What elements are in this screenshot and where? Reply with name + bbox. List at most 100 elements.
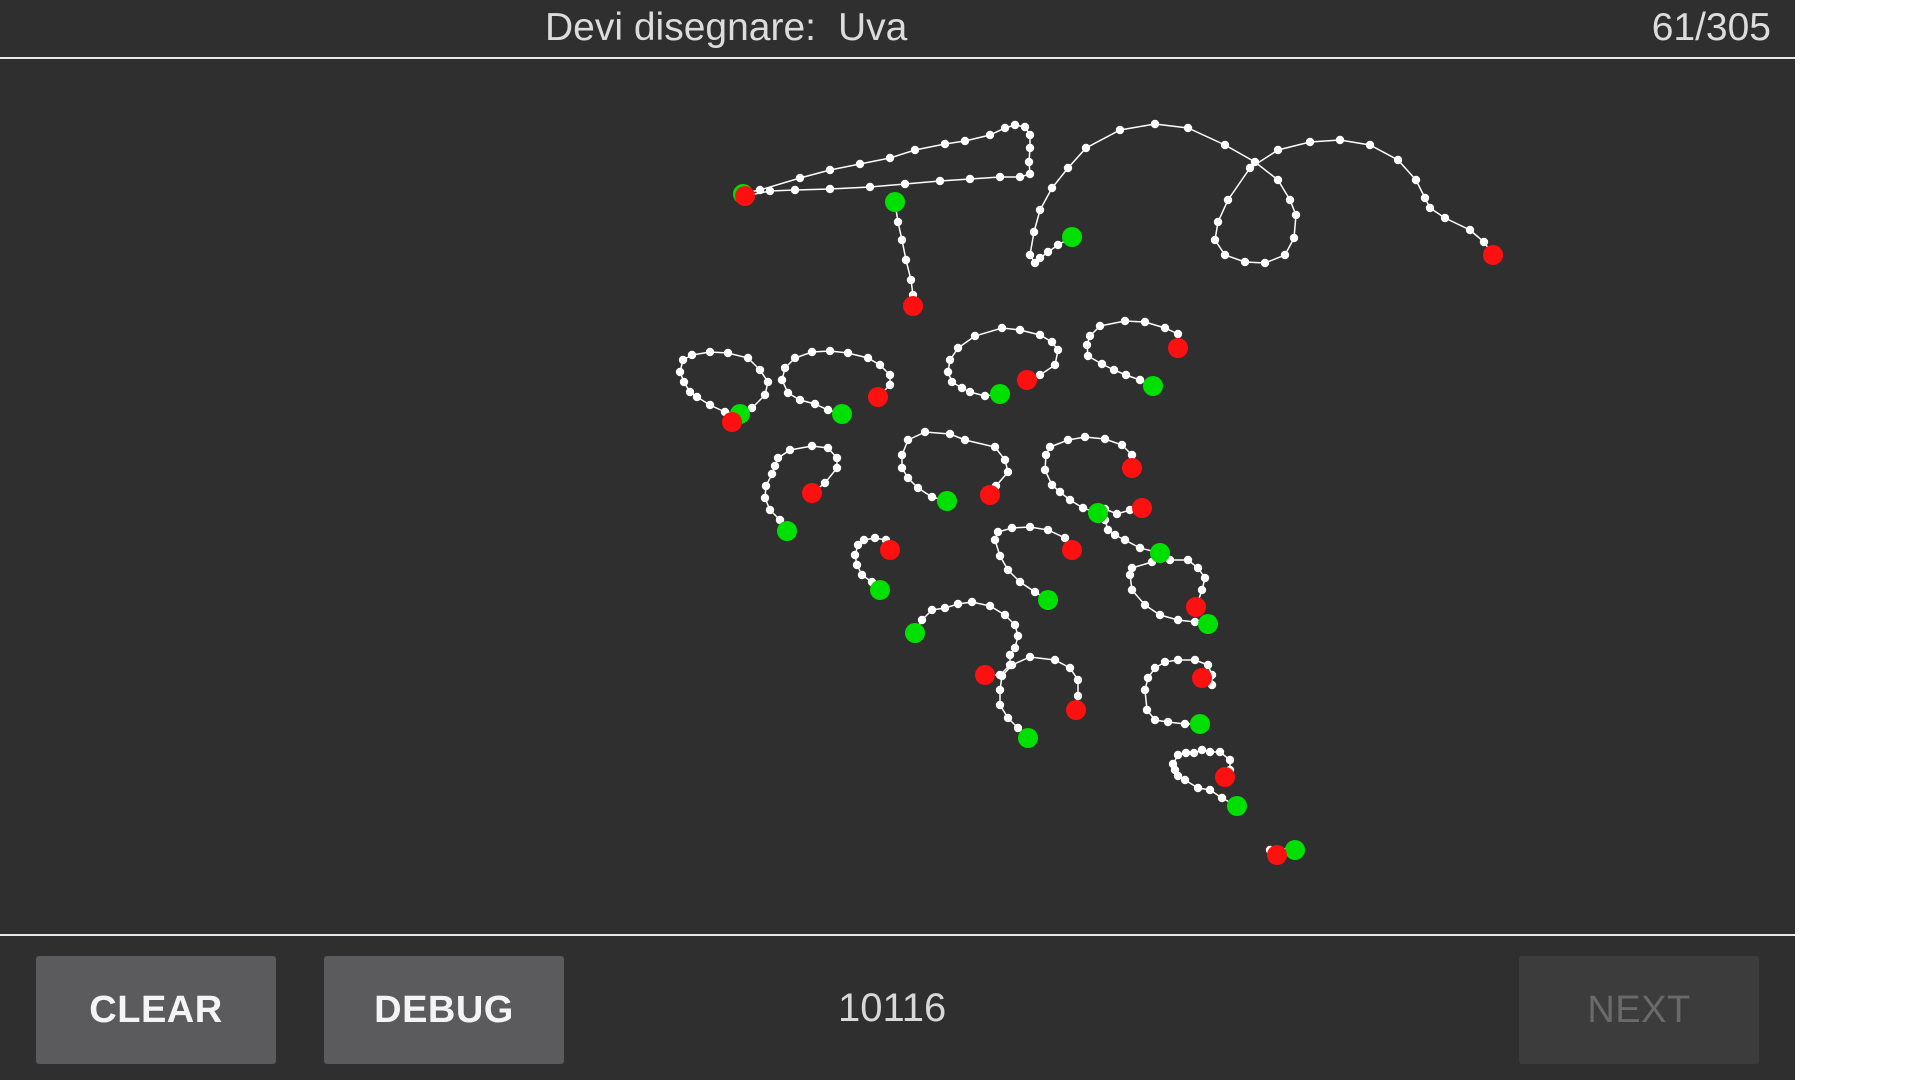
stroke-point bbox=[985, 601, 995, 611]
stroke-point bbox=[965, 174, 975, 184]
stroke-point bbox=[1112, 509, 1122, 519]
stroke-point bbox=[780, 363, 790, 373]
stroke-point bbox=[1025, 130, 1035, 140]
stroke-end-marker bbox=[903, 296, 923, 316]
stroke-point bbox=[1150, 663, 1160, 673]
stroke-point bbox=[1365, 140, 1375, 150]
stroke-point bbox=[875, 360, 885, 370]
stroke-point bbox=[1010, 120, 1020, 130]
stroke-point bbox=[863, 353, 873, 363]
stroke-point bbox=[943, 367, 953, 377]
stroke-end-marker bbox=[1267, 845, 1287, 865]
stroke-point bbox=[852, 560, 862, 570]
stroke-point bbox=[1411, 175, 1421, 185]
stroke-point bbox=[1150, 715, 1160, 725]
stroke-start-marker bbox=[885, 192, 905, 212]
stroke-point bbox=[850, 550, 860, 560]
stroke-point bbox=[1150, 119, 1160, 129]
stroke-point bbox=[897, 463, 907, 473]
stroke-point bbox=[765, 186, 775, 196]
session-id: 10116 bbox=[838, 986, 947, 1030]
stroke-point bbox=[1110, 530, 1120, 540]
stroke-end-marker bbox=[1062, 540, 1082, 560]
stroke-point bbox=[1120, 316, 1130, 326]
stroke-point bbox=[1078, 503, 1088, 513]
stroke-point bbox=[901, 255, 911, 265]
stroke-end-marker bbox=[1017, 370, 1037, 390]
stroke-point bbox=[1289, 233, 1299, 243]
stroke-point bbox=[775, 515, 785, 525]
stroke-point bbox=[685, 387, 695, 397]
clear-button[interactable]: CLEAR bbox=[36, 956, 276, 1064]
progress-counter: 61/305 bbox=[1651, 6, 1771, 49]
stroke-point bbox=[790, 185, 800, 195]
stroke-point bbox=[927, 605, 937, 615]
stroke-point bbox=[692, 392, 702, 402]
stroke-point bbox=[1440, 213, 1450, 223]
screen-edge bbox=[1795, 0, 1920, 1080]
stroke-point bbox=[1465, 225, 1475, 235]
stroke-end-marker bbox=[1215, 767, 1235, 787]
stroke-point bbox=[755, 365, 765, 375]
stroke-point bbox=[920, 427, 930, 437]
stroke-point bbox=[795, 395, 805, 405]
stroke-point bbox=[1140, 685, 1150, 695]
stroke-point bbox=[1083, 351, 1093, 361]
stroke-end-marker bbox=[1122, 458, 1142, 478]
stroke-point bbox=[1140, 317, 1150, 327]
stroke-point bbox=[832, 463, 842, 473]
stroke-point bbox=[910, 145, 920, 155]
stroke-point bbox=[705, 400, 715, 410]
stroke-point bbox=[1280, 250, 1290, 260]
stroke-point bbox=[945, 429, 955, 439]
stroke-line bbox=[1029, 123, 1494, 265]
stroke-point bbox=[1420, 193, 1430, 203]
stroke-point bbox=[1127, 563, 1137, 573]
stroke-point bbox=[825, 165, 835, 175]
stroke-point bbox=[1393, 155, 1403, 165]
stroke-point bbox=[1245, 163, 1255, 173]
stroke-point bbox=[990, 535, 1000, 545]
stroke-point bbox=[1115, 125, 1125, 135]
stroke-point bbox=[1010, 620, 1020, 630]
stroke-point bbox=[967, 597, 977, 607]
stroke-point bbox=[1015, 172, 1025, 182]
stroke-point bbox=[1335, 135, 1345, 145]
debug-button[interactable]: DEBUG bbox=[324, 956, 564, 1064]
stroke-point bbox=[810, 399, 820, 409]
stroke-point bbox=[1291, 210, 1301, 220]
stroke-point bbox=[1223, 195, 1233, 205]
stroke-point bbox=[995, 172, 1005, 182]
stroke-end-marker bbox=[980, 485, 1000, 505]
stroke-point bbox=[885, 380, 895, 390]
stroke-point bbox=[1082, 340, 1092, 350]
stroke-point bbox=[1127, 585, 1137, 595]
stroke-point bbox=[1205, 785, 1215, 795]
stroke-point bbox=[985, 130, 995, 140]
stroke-point bbox=[1100, 434, 1110, 444]
stroke-point bbox=[1015, 325, 1025, 335]
stroke-point bbox=[1073, 675, 1083, 685]
stroke-point bbox=[1260, 258, 1270, 268]
stroke-point bbox=[795, 173, 805, 183]
stroke-point bbox=[1060, 533, 1070, 543]
stroke-point bbox=[1183, 555, 1193, 565]
stroke-point bbox=[945, 355, 955, 365]
stroke-point bbox=[1168, 759, 1178, 769]
stroke-point bbox=[893, 217, 903, 227]
stroke-point bbox=[1097, 359, 1107, 369]
stroke-point bbox=[857, 570, 867, 580]
stroke-point bbox=[953, 343, 963, 353]
stroke-point bbox=[1220, 140, 1230, 150]
stroke-point bbox=[1029, 227, 1039, 237]
stroke-point bbox=[1030, 587, 1040, 597]
stroke-point bbox=[1135, 375, 1145, 385]
stroke-point bbox=[1000, 123, 1010, 133]
stroke-point bbox=[1217, 793, 1227, 803]
stroke-end-marker bbox=[1132, 498, 1152, 518]
drawing-canvas[interactable] bbox=[0, 59, 1795, 935]
stroke-point bbox=[790, 353, 800, 363]
next-button[interactable]: NEXT bbox=[1519, 956, 1759, 1064]
stroke-point bbox=[1047, 337, 1057, 347]
stroke-point bbox=[755, 185, 765, 195]
